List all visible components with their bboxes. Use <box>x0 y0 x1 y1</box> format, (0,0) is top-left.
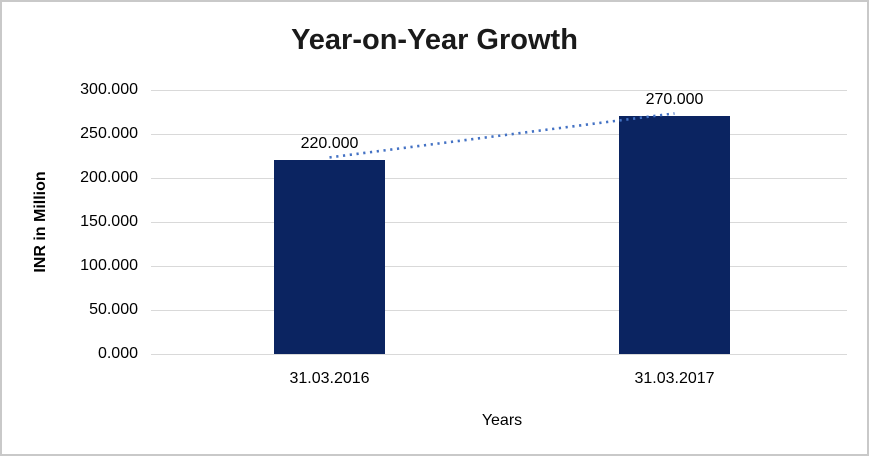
y-tick-label: 200.000 <box>80 169 138 186</box>
bar-value-label: 220.000 <box>300 135 359 153</box>
gridline <box>151 354 847 355</box>
bar-31.03.2016 <box>274 160 385 354</box>
plot-area: 220.000 270.000 <box>151 90 847 355</box>
gridline <box>151 266 847 267</box>
bar-31.03.2017 <box>619 116 730 354</box>
gridline <box>151 178 847 179</box>
y-tick-label: 150.000 <box>80 213 138 230</box>
x-category-label: 31.03.2016 <box>289 370 370 387</box>
y-tick-label: 250.000 <box>80 125 138 142</box>
trendline <box>329 112 675 159</box>
gridline <box>151 222 847 223</box>
x-category-label: 31.03.2017 <box>634 370 715 387</box>
chart-title: Year-on-Year Growth <box>291 24 578 56</box>
bar-value-label: 270.000 <box>645 91 704 109</box>
y-tick-label: 300.000 <box>80 81 138 98</box>
y-tick-label: 100.000 <box>80 257 138 274</box>
x-axis-title: Years <box>481 412 523 429</box>
gridline <box>151 90 847 91</box>
y-tick-label: 50.000 <box>89 301 138 318</box>
gridline <box>151 310 847 311</box>
y-tick-label: 0.000 <box>97 345 138 362</box>
